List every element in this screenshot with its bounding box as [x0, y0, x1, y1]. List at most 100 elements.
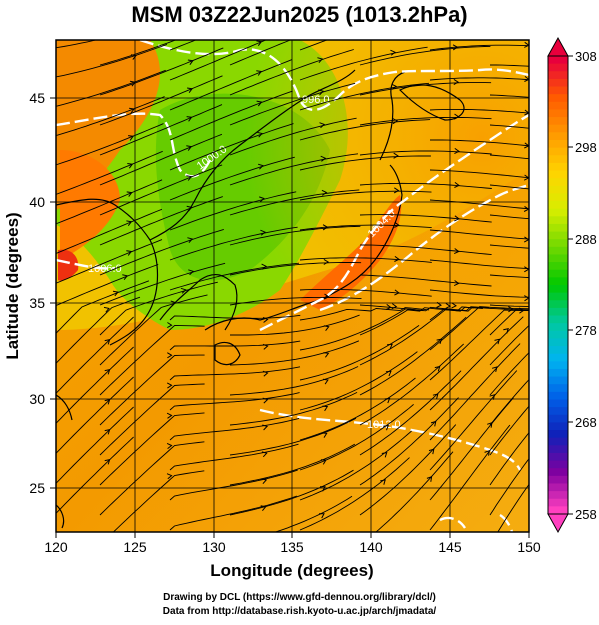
colorbar-segment [548, 56, 568, 65]
streamline-arrow [167, 352, 173, 359]
streamline-arrow [319, 513, 325, 519]
streamline-arrow [104, 338, 111, 345]
colorbar-label: 278 [575, 323, 597, 338]
y-tick-label: 30 [29, 391, 45, 407]
colorbar-segment [548, 170, 568, 179]
streamline-arrow [584, 220, 588, 225]
streamline [359, 116, 492, 126]
streamline-arrow [261, 478, 268, 485]
colorbar-segment [548, 193, 568, 202]
streamline [497, 483, 529, 532]
streamline [359, 424, 457, 516]
streamline [429, 77, 529, 81]
streamline [99, 75, 223, 126]
streamline-arrow [187, 87, 194, 93]
colorbar-segment [548, 468, 568, 477]
colorbar-segment [548, 269, 568, 278]
streamline-arrow [384, 397, 391, 404]
streamline [299, 257, 432, 263]
colorbar-segment [548, 78, 568, 88]
streamline-arrow [186, 175, 193, 181]
streamline [359, 304, 489, 312]
streamline-arrow [452, 44, 459, 51]
y-tick-label: 35 [29, 295, 45, 311]
colorbar-top-arrow [547, 36, 569, 57]
streamline [489, 184, 529, 190]
streamline [99, 354, 205, 426]
streamline [430, 139, 529, 147]
streamline [429, 370, 518, 471]
streamline [56, 208, 163, 254]
colorbar-label: 308 [575, 49, 597, 64]
colorbar-segment [548, 132, 568, 141]
streamline [169, 495, 297, 531]
colorbar-segment [548, 178, 568, 187]
colorbar-segment [548, 376, 568, 385]
streamline-arrow [126, 220, 133, 226]
streamline [359, 150, 492, 156]
streamline [169, 314, 301, 321]
streamline [169, 191, 297, 231]
streamline-arrow [491, 366, 498, 373]
streamline-arrow [392, 118, 399, 125]
streamline-arrow [389, 17, 394, 22]
streamline [299, 404, 414, 471]
colorbar-segment [548, 185, 568, 194]
streamline-arrow [257, 12, 262, 17]
colorbar-label: 268 [575, 415, 597, 430]
streamline-arrow [256, 70, 263, 76]
streamline [56, 179, 163, 225]
streamline-arrow [321, 432, 328, 438]
streamline-arrow [262, 424, 269, 431]
streamline-arrow [104, 428, 111, 435]
streamline [99, 164, 223, 216]
streamline-arrow [385, 370, 392, 377]
streamline-arrow [494, 338, 501, 345]
streamline [359, 343, 465, 426]
streamline-arrow [104, 368, 111, 375]
streamline [169, 417, 300, 441]
streamline-arrow [584, 132, 589, 137]
streamline [489, 214, 529, 220]
colorbar-segment [548, 452, 568, 462]
streamline-arrow [130, 54, 137, 60]
colorbar-segment [548, 231, 568, 240]
streamline [99, 133, 223, 186]
streamline-arrow [323, 258, 330, 265]
streamline-arrow [187, 237, 194, 244]
streamline-arrow [484, 449, 490, 456]
streamline-arrow [129, 107, 135, 114]
streamline [299, 307, 430, 321]
streamline [299, 224, 432, 231]
streamline-arrow [385, 304, 392, 310]
streamline-arrow [394, 255, 400, 262]
streamline-arrow [104, 398, 111, 405]
streamline [229, 417, 357, 456]
streamline [169, 123, 294, 171]
colorbar-segment [548, 254, 568, 263]
colorbar-segment [548, 445, 568, 454]
streamline [429, 169, 529, 179]
streamline [489, 274, 529, 278]
streamline-arrow [394, 289, 400, 296]
streamline [359, 306, 483, 336]
colorbar-segment [548, 346, 568, 355]
streamline [229, 225, 361, 246]
streamline [229, 340, 360, 366]
streamline-arrow [103, 306, 110, 313]
streamline-arrow [132, 29, 137, 34]
streamline-arrow [540, 462, 545, 467]
colorbar-segment [548, 315, 568, 324]
streamline [229, 469, 354, 516]
streamline-arrow [584, 276, 589, 281]
streamline-arrow [393, 187, 400, 194]
streamline [489, 304, 529, 307]
streamline [229, 296, 362, 306]
colorbar-segment [548, 277, 568, 286]
streamline [169, 469, 298, 501]
streamline-arrow [180, 287, 187, 294]
streamline [489, 405, 529, 456]
streamline-arrow [584, 192, 588, 197]
streamline [299, 155, 431, 171]
streamline-arrow [189, 33, 194, 38]
